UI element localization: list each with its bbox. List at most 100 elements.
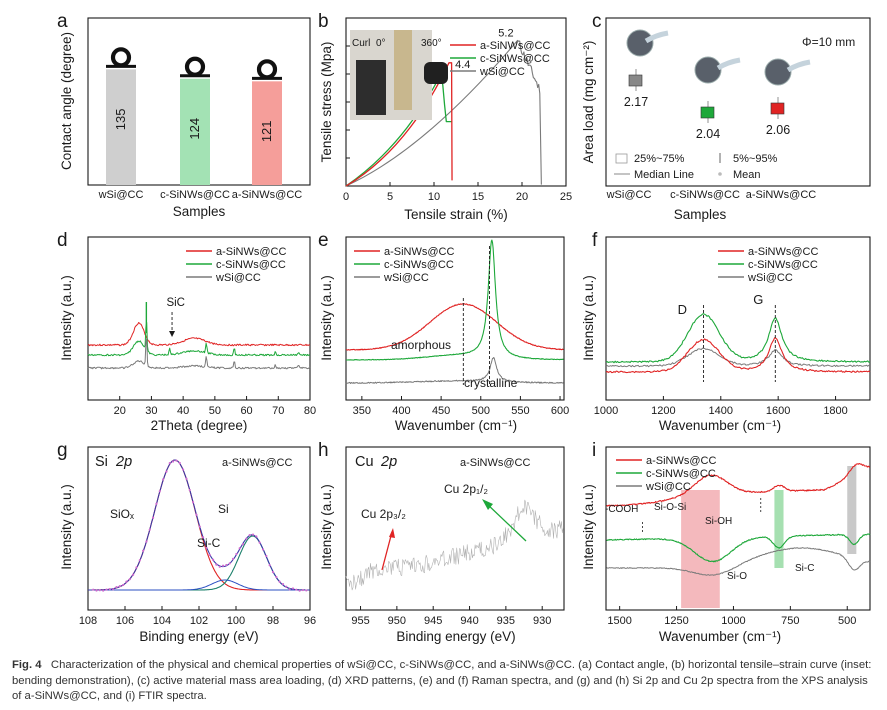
cu-2p32-arrowhead bbox=[389, 528, 395, 538]
data-point bbox=[215, 563, 218, 566]
band-si-c bbox=[847, 466, 857, 554]
x-tick-label: 40 bbox=[177, 405, 189, 417]
data-point bbox=[175, 459, 178, 462]
electrode-disk bbox=[626, 29, 654, 57]
x-tick-label: 108 bbox=[79, 615, 97, 627]
droplet-icon bbox=[106, 47, 136, 68]
data-point bbox=[155, 502, 158, 505]
data-point bbox=[118, 585, 121, 588]
droplet-shape bbox=[184, 56, 206, 77]
x-tick-label: 1200 bbox=[651, 405, 675, 417]
xps-title-orbital: 2p bbox=[115, 454, 132, 470]
cu2p-spectrum bbox=[345, 499, 564, 591]
legend-entry: a-SiNWs@CC bbox=[216, 246, 286, 258]
xps-title-orbital: 2p bbox=[380, 454, 397, 470]
band-si-o-si bbox=[681, 490, 720, 608]
x-tick-label: 1000 bbox=[721, 615, 745, 627]
data-point bbox=[291, 587, 295, 590]
cu-2p32-label: Cu 2p₃/₂ bbox=[361, 507, 406, 521]
series-line-wSi bbox=[345, 357, 564, 384]
data-point bbox=[125, 580, 128, 583]
inset-label-curl: Curl bbox=[352, 38, 370, 49]
panel-label-d: d bbox=[57, 230, 68, 251]
contact-angle-bar bbox=[180, 78, 210, 185]
legend-mean-dot bbox=[718, 172, 722, 176]
data-point bbox=[195, 513, 198, 516]
x-axis-label: Binding energy (eV) bbox=[396, 629, 515, 644]
data-point bbox=[265, 554, 268, 558]
bar-value-label: 2.04 bbox=[696, 127, 720, 141]
legend-box-swatch bbox=[615, 153, 628, 164]
panel-label-i: i bbox=[592, 440, 596, 461]
peak-annotation: 4.4 bbox=[455, 59, 470, 71]
y-axis-label: Tensile stress (Mpa) bbox=[319, 42, 334, 163]
series-line-c-SiNWs bbox=[606, 533, 871, 563]
panel-label-b: b bbox=[318, 11, 329, 32]
data-point bbox=[295, 588, 298, 591]
series-line-wSi bbox=[87, 338, 311, 370]
amorphous-label: amorphous bbox=[391, 338, 451, 352]
inset-cloth bbox=[356, 60, 386, 115]
bar-value-label: 2.06 bbox=[766, 123, 790, 137]
peak-label-si: Si bbox=[218, 502, 229, 516]
x-axis-label: Wavenumber (cm⁻¹) bbox=[659, 418, 781, 433]
data-point bbox=[148, 528, 151, 531]
data-point bbox=[248, 533, 251, 537]
droplet-shape bbox=[256, 59, 278, 80]
legend-entry: a-SiNWs@CC bbox=[646, 455, 716, 467]
data-point bbox=[288, 588, 291, 591]
legend-entry: wSi@CC bbox=[645, 481, 691, 493]
x-tick-label: 50 bbox=[209, 405, 221, 417]
figure-caption: Fig. 4 Characterization of the physical … bbox=[12, 658, 877, 705]
x-axis-label: Samples bbox=[173, 204, 226, 219]
y-axis-label: Contact angle (degree) bbox=[59, 32, 74, 170]
series-line-a-SiNWs bbox=[346, 303, 564, 351]
panel-c-frame bbox=[605, 17, 871, 187]
y-axis-label: Intensity (a.u.) bbox=[59, 484, 74, 570]
series-line-a-SiNWs bbox=[345, 62, 453, 187]
x-tick-label: 70 bbox=[272, 405, 284, 417]
legend-entry: c-SiNWs@CC bbox=[216, 259, 286, 271]
x-tick-label: 80 bbox=[304, 405, 316, 417]
y-axis-label: Intensity (a.u.) bbox=[319, 484, 334, 570]
inset-ruler bbox=[394, 30, 412, 110]
area-load-box bbox=[700, 106, 715, 119]
x-category-label: c-SiNWs@CC bbox=[160, 189, 230, 201]
data-point bbox=[261, 548, 265, 551]
x-tick-label: 1250 bbox=[664, 615, 688, 627]
x-tick-label: 15 bbox=[472, 191, 484, 203]
x-tick-label: 930 bbox=[533, 615, 551, 627]
tweezer-icon bbox=[644, 30, 669, 44]
legend-entry: c-SiNWs@CC bbox=[480, 53, 550, 65]
data-point bbox=[281, 583, 285, 586]
sample-label: a-SiNWs@CC bbox=[460, 457, 530, 469]
x-tick-label: 5 bbox=[387, 191, 393, 203]
peak-label-siox: SiOₓ bbox=[110, 507, 134, 521]
bar-value-label: 124 bbox=[187, 118, 202, 140]
data-point bbox=[138, 559, 141, 562]
data-point bbox=[128, 578, 131, 581]
x-tick-label: 400 bbox=[392, 405, 410, 417]
x-tick-label: 96 bbox=[304, 615, 316, 627]
data-point bbox=[271, 571, 275, 574]
band-label-cooh: -COOH bbox=[605, 504, 638, 515]
data-point bbox=[162, 478, 165, 481]
data-point bbox=[301, 588, 305, 592]
data-point bbox=[168, 462, 171, 465]
x-category-label: a-SiNWs@CC bbox=[746, 189, 816, 201]
tweezer-icon bbox=[716, 57, 741, 71]
droplet-icon bbox=[252, 59, 282, 80]
panel-label-g: g bbox=[57, 440, 68, 461]
x-axis-label: Tensile strain (%) bbox=[404, 207, 508, 222]
electrode-disk bbox=[694, 56, 722, 84]
x-tick-label: 1600 bbox=[766, 405, 790, 417]
panel-f-frame bbox=[605, 236, 871, 401]
x-axis-label: Wavenumber (cm⁻¹) bbox=[395, 418, 517, 433]
x-tick-label: 30 bbox=[145, 405, 157, 417]
x-tick-label: 25 bbox=[560, 191, 572, 203]
x-tick-label: 950 bbox=[388, 615, 406, 627]
data-point bbox=[165, 470, 168, 473]
cu-2p12-arrowhead bbox=[482, 499, 493, 510]
x-tick-label: 100 bbox=[227, 615, 245, 627]
droplet-icon bbox=[180, 56, 210, 78]
